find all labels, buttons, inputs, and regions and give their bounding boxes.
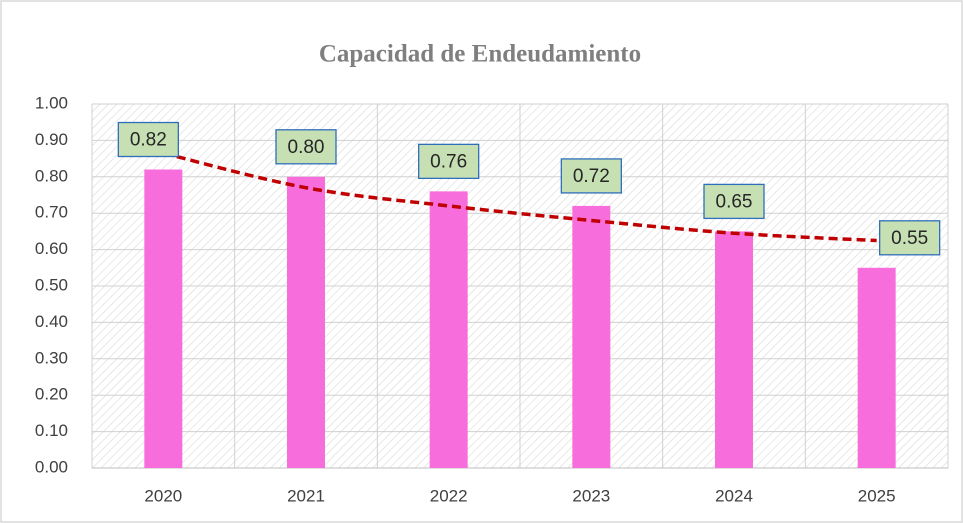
chart-title: Capacidad de Endeudamiento: [319, 41, 641, 68]
value-label-box: [117, 121, 179, 158]
x-tick-label: 2024: [715, 486, 753, 505]
y-tick-label: 0.50: [35, 275, 68, 294]
y-tick-label: 1.00: [35, 93, 68, 112]
x-tick-label: 2020: [144, 486, 182, 505]
value-label-box: [275, 129, 337, 165]
value-label: 0.82: [130, 130, 167, 151]
y-tick-label: 0.40: [35, 312, 68, 331]
y-tick-label: 0.70: [35, 203, 68, 222]
value-label: 0.55: [891, 228, 928, 249]
y-tick-label: 0.60: [35, 239, 68, 258]
x-tick-label: 2025: [858, 486, 896, 505]
bar: [429, 191, 468, 469]
trendline: [162, 151, 877, 243]
y-tick-label: 0.30: [35, 348, 68, 367]
bar: [572, 205, 611, 469]
bar: [144, 169, 183, 468]
value-label: 0.65: [716, 191, 753, 212]
value-label: 0.80: [288, 137, 325, 158]
value-label-box: [418, 143, 480, 180]
y-tick-label: 0.10: [35, 421, 68, 440]
y-tick-label: 0.90: [35, 130, 68, 149]
value-label-box: [879, 220, 941, 256]
value-label: 0.72: [573, 166, 610, 187]
value-label-box: [703, 183, 765, 220]
y-tick-label: 0.00: [35, 457, 68, 476]
y-tick-label: 0.20: [35, 385, 68, 404]
value-label: 0.76: [430, 151, 467, 172]
bar: [857, 267, 896, 468]
value-label-box: [560, 158, 622, 194]
x-tick-label: 2022: [430, 486, 468, 505]
x-tick-label: 2023: [572, 486, 610, 505]
bar: [715, 231, 753, 468]
x-tick-label: 2021: [287, 486, 325, 505]
y-tick-label: 0.80: [35, 166, 68, 185]
bar: [287, 176, 325, 469]
